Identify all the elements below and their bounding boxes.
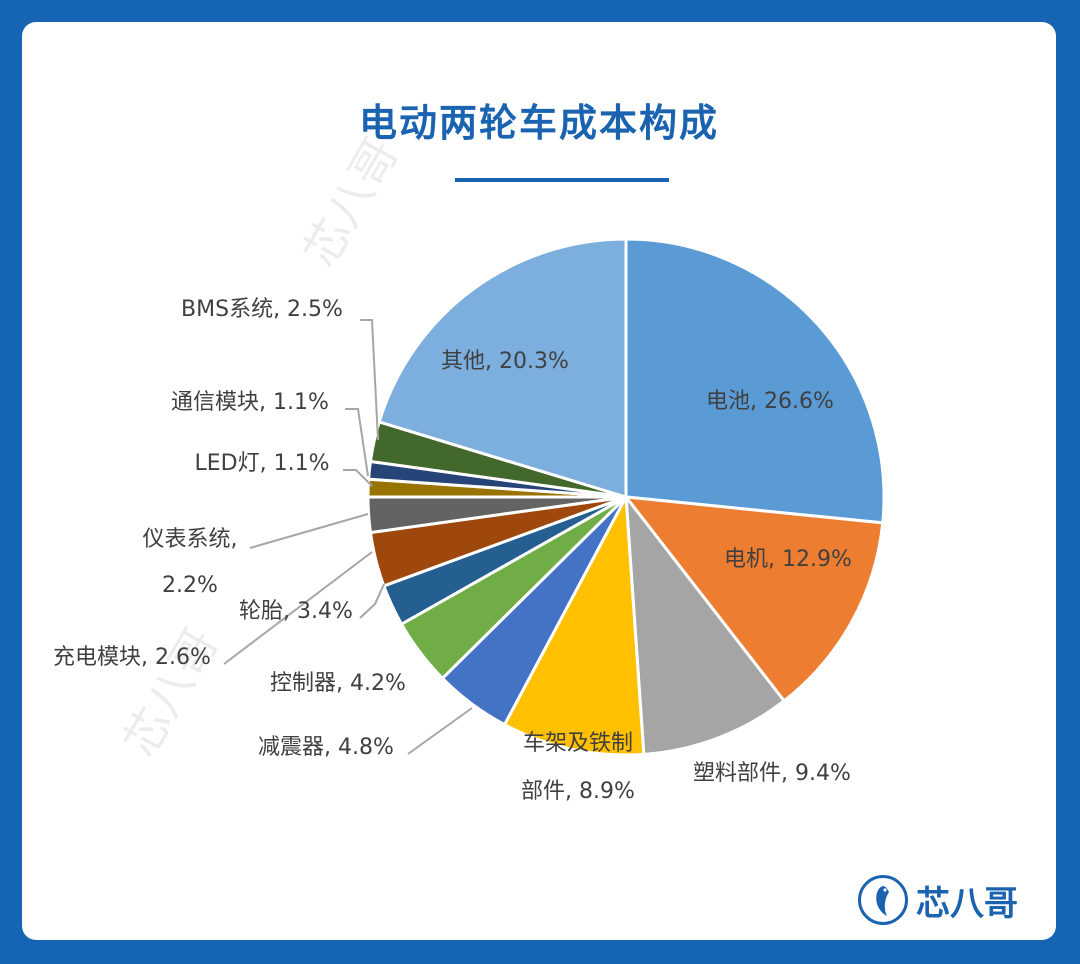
- data-label: 控制器, 4.2%: [270, 671, 406, 696]
- pie-slice-2: [622, 495, 885, 703]
- data-label: 通信模块, 1.1%: [171, 390, 329, 415]
- watermark-text: 芯八哥: [113, 619, 229, 766]
- data-labels: 电池, 26.6% 电机, 12.9% 塑料部件, 9.4% 车架及铁制部件, 8.9…: [53, 297, 852, 804]
- data-label: 塑料部件, 9.4%: [693, 761, 851, 786]
- data-label: 轮胎, 3.4%: [239, 599, 353, 624]
- leader-lines: [223, 319, 473, 755]
- data-label: 充电模块, 2.6%: [53, 645, 211, 670]
- leader-line: [343, 469, 373, 487]
- leader-line: [360, 319, 379, 441]
- data-label: LED灯, 1.1%: [195, 451, 330, 476]
- pie-slice-4: [502, 491, 646, 757]
- data-label: 仪表系统, 2.2%: [143, 527, 238, 598]
- data-label: 减震器, 4.8%: [258, 735, 394, 760]
- bird-logo-icon: [858, 875, 908, 925]
- chart-title: 电动两轮车成本构成: [358, 101, 719, 145]
- data-label: BMS系统, 2.5%: [181, 297, 343, 322]
- pie-slice-13: [377, 237, 628, 500]
- leader-line: [223, 551, 373, 665]
- data-label: 其他, 20.3%: [441, 349, 569, 374]
- watermark-text: 芯八哥: [293, 129, 409, 276]
- data-label: 车架及铁制部件, 8.9%: [521, 731, 635, 804]
- pie-slice-3: [624, 492, 787, 756]
- brand-name: 芯八哥: [916, 883, 1018, 924]
- pie-slice-1: [624, 237, 886, 525]
- pie-slices: [366, 237, 886, 757]
- leader-line: [249, 513, 369, 549]
- title-underline: [455, 178, 669, 182]
- data-label: 电池, 26.6%: [706, 389, 834, 414]
- leader-line: [359, 583, 385, 619]
- leader-line: [345, 408, 369, 477]
- leader-line: [407, 707, 473, 755]
- data-label: 电机, 12.9%: [724, 547, 852, 572]
- brand-logo: 芯八哥: [858, 870, 1018, 930]
